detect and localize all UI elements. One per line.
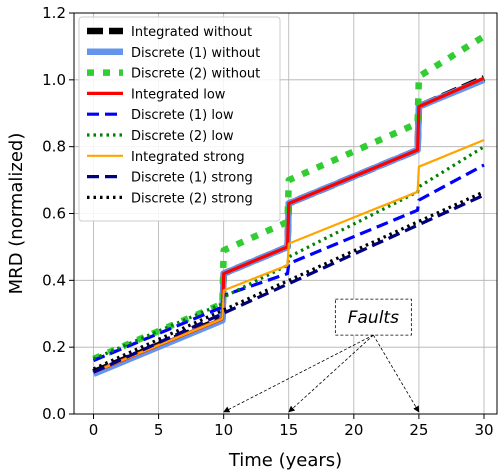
annotation-arrow-1: [223, 334, 374, 413]
x-tick-label-2: 10: [214, 421, 233, 439]
y-tick-label-6: 1.2: [42, 4, 66, 22]
y-tick-label-4: 0.8: [42, 138, 66, 156]
annotation-arrow-3: [373, 334, 420, 413]
y-axis-label: MRD (normalized): [6, 133, 27, 295]
x-tick-label-3: 15: [279, 421, 298, 439]
ticks: 0 5 10 15 20 25 30 0.0 0.2 0.4 0.6 0.8 1.0 1.2: [42, 4, 493, 439]
y-tick-label-3: 0.6: [42, 205, 66, 223]
legend-label-8: Discrete (1) strong: [131, 171, 253, 186]
series-layer: [92, 33, 486, 377]
legend-label-7: Integrated strong: [131, 150, 245, 165]
legend-box: [78, 16, 281, 222]
annotation-text: Faults: [348, 308, 399, 328]
x-tick-label-5: 25: [409, 421, 428, 439]
y-tick-label-1: 0.2: [42, 338, 66, 356]
y-tick-label-5: 1.0: [42, 71, 66, 89]
legend-label-4: Integrated low: [131, 87, 226, 102]
x-tick-label-4: 20: [344, 421, 363, 439]
series-line-7: [93, 138, 485, 374]
x-tick-label-0: 0: [89, 421, 99, 439]
legend-label-3: Discrete (2) without: [131, 67, 260, 82]
legend-label-5: Discrete (1) low: [131, 108, 234, 123]
legend-label-2: Discrete (1) without: [131, 46, 260, 61]
legend: Integrated without Discrete (1) without Di…: [78, 16, 281, 222]
x-axis-label: Time (years): [228, 450, 342, 471]
legend-label-6: Discrete (2) low: [131, 129, 234, 144]
annotation-layer: Faults: [223, 298, 420, 413]
legend-label-1: Integrated without: [131, 25, 252, 40]
series-line-5: [92, 163, 485, 362]
legend-label-9: Discrete (2) strong: [131, 191, 253, 206]
y-tick-label-0: 0.0: [42, 405, 66, 423]
annotation-box: [334, 298, 412, 336]
x-tick-label-1: 5: [154, 421, 164, 439]
x-tick-label-6: 30: [474, 421, 493, 439]
annotation-arrow-2: [288, 334, 374, 413]
y-tick-label-2: 0.4: [42, 271, 66, 289]
